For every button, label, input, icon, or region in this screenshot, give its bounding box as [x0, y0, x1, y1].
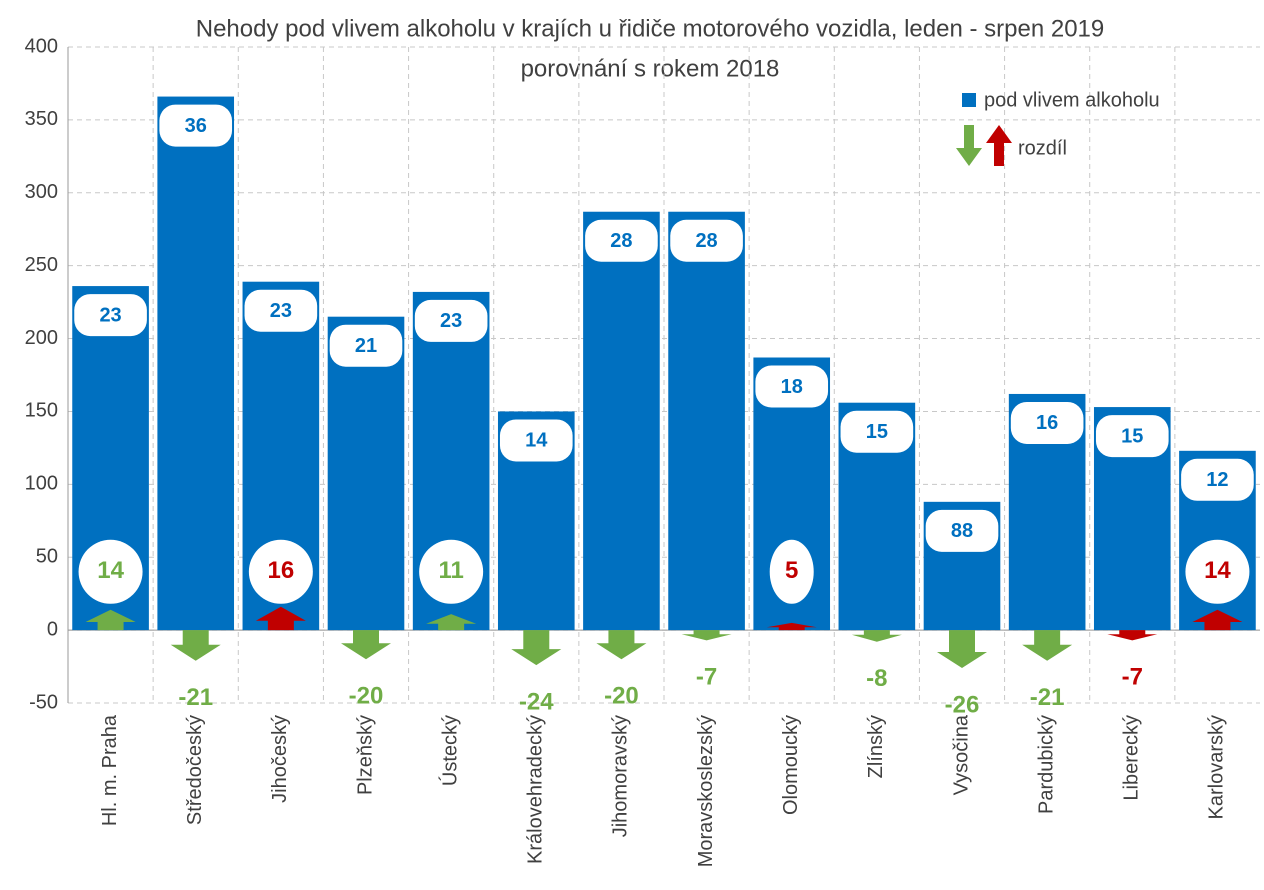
bar-label-box	[329, 324, 403, 367]
bar-label: 36	[185, 115, 207, 137]
difference-arrow	[766, 622, 817, 631]
x-tick-label: Moravskoslezský	[695, 715, 717, 867]
y-tick-label: 50	[36, 546, 58, 568]
y-tick-label: 200	[25, 327, 58, 349]
x-tick-label: Jihomoravský	[610, 715, 632, 837]
bar-label: 15	[866, 421, 888, 443]
bar-label-box	[1181, 458, 1254, 501]
legend-swatch	[962, 93, 976, 107]
x-tick-label: Liberecký	[1121, 715, 1143, 801]
difference-arrow	[255, 606, 306, 631]
difference-label-bubble	[78, 539, 143, 604]
legend-arrow-up	[986, 125, 1012, 166]
difference-label: 14	[1204, 557, 1231, 584]
bar	[583, 211, 660, 631]
x-tick-label: Středočeský	[184, 715, 206, 825]
difference-label-bubble	[1185, 539, 1250, 604]
difference-arrow	[511, 630, 562, 666]
bar-label-box	[244, 289, 318, 332]
difference-label: -24	[519, 688, 554, 715]
bar-label-box	[585, 219, 658, 262]
difference-label: -21	[1030, 684, 1065, 711]
bar-label-box	[1010, 401, 1084, 444]
legend-label: pod vlivem alkoholu	[984, 89, 1160, 111]
difference-arrow	[681, 630, 732, 641]
x-tick-label: Ústecký	[438, 715, 461, 786]
difference-label-bubble	[248, 539, 313, 604]
x-tick-label: Zlínský	[865, 715, 887, 778]
difference-label: -7	[696, 664, 717, 691]
bar	[668, 211, 745, 631]
x-tick-label: Plzeňský	[354, 715, 376, 795]
chart-subtitle: porovnání s rokem 2018	[521, 55, 780, 82]
bar	[327, 316, 405, 631]
difference-label: 11	[438, 557, 463, 584]
difference-label: -26	[945, 691, 980, 718]
y-tick-label: 300	[25, 181, 58, 203]
difference-label: 14	[97, 557, 124, 584]
legend-label: rozdíl	[1018, 137, 1067, 159]
bar-label: 88	[951, 520, 973, 542]
y-tick-label: 100	[25, 473, 58, 495]
bar-label: 18	[781, 376, 803, 398]
y-tick-label: 250	[25, 254, 58, 276]
bar-label-box	[499, 419, 573, 462]
y-tick-label: -50	[29, 691, 58, 713]
x-tick-label: Jihočeský	[269, 715, 291, 803]
bar-label: 15	[1121, 425, 1143, 447]
difference-arrow	[937, 630, 987, 669]
bar-label: 16	[1036, 412, 1058, 434]
bar-label: 14	[525, 430, 548, 452]
difference-label-bubble	[769, 539, 814, 604]
difference-arrow	[1022, 630, 1073, 661]
bar-label: 12	[1206, 469, 1228, 491]
bar-label-box	[414, 299, 488, 342]
bar-label: 28	[610, 230, 632, 252]
difference-arrow	[426, 614, 477, 631]
bar-label: 28	[695, 230, 717, 252]
difference-label: -20	[604, 683, 639, 710]
difference-arrow	[85, 609, 136, 631]
x-tick-label: Královehradecký	[525, 715, 547, 864]
bar	[157, 96, 235, 631]
bar-label-box	[159, 104, 233, 147]
y-tick-label: 0	[47, 618, 58, 640]
bar-label-box	[755, 365, 829, 408]
difference-label: -7	[1122, 664, 1143, 691]
bar-label-box	[74, 294, 147, 337]
x-tick-label: Olomoucký	[780, 715, 802, 815]
bar-label-box	[670, 219, 743, 262]
difference-arrow	[1192, 609, 1243, 631]
difference-label: -8	[866, 665, 887, 692]
bar-label: 21	[355, 335, 377, 357]
difference-arrow	[851, 630, 902, 642]
bar-label: 23	[99, 304, 121, 326]
difference-arrow	[341, 630, 391, 660]
y-tick-label: 350	[25, 108, 58, 130]
difference-arrow	[170, 630, 221, 661]
bar-label-box	[1095, 415, 1169, 458]
difference-label: 5	[785, 557, 798, 584]
y-tick-label: 150	[25, 400, 58, 422]
difference-label: -20	[349, 683, 384, 710]
x-tick-label: Pardubický	[1035, 715, 1057, 814]
difference-arrow	[1107, 630, 1158, 641]
difference-label-bubble	[419, 539, 484, 604]
difference-label: 16	[268, 557, 295, 584]
x-tick-label: Karlovarský	[1206, 715, 1228, 819]
x-tick-label: Vysočina	[950, 714, 972, 795]
bar-label-box	[840, 410, 914, 453]
bar-label: 23	[270, 300, 292, 322]
bar-label-box	[925, 509, 999, 552]
difference-label: -21	[178, 684, 213, 711]
bar-label: 23	[440, 310, 462, 332]
chart-title: Nehody pod vlivem alkoholu v krajích u ř…	[196, 15, 1105, 42]
difference-arrow	[596, 630, 647, 660]
y-tick-label: 400	[25, 35, 58, 57]
legend-arrow-down	[956, 125, 982, 166]
x-tick-label: Hl. m. Praha	[99, 714, 121, 826]
